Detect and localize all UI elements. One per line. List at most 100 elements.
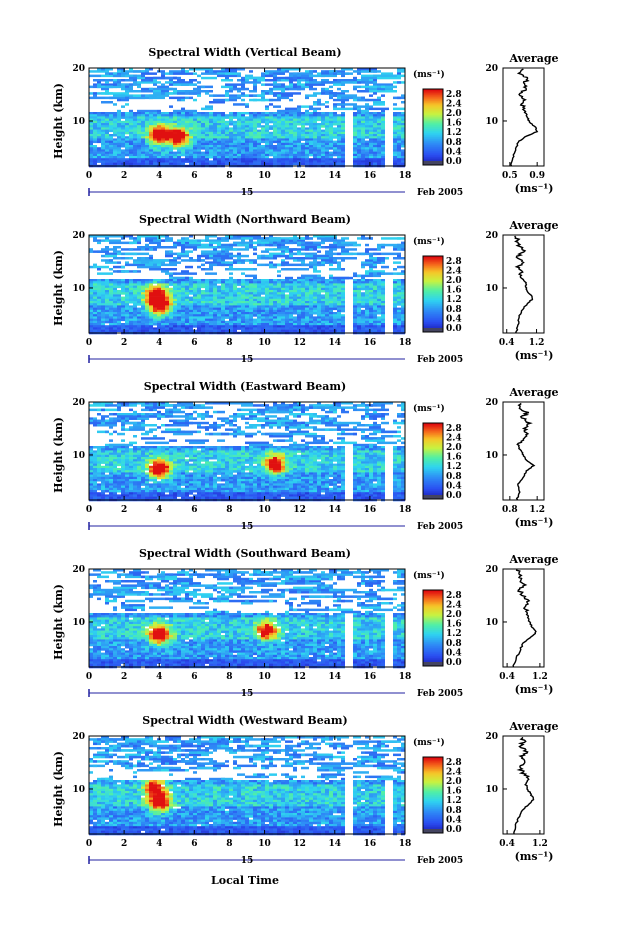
heatmap-cell xyxy=(237,140,241,144)
heatmap-cell xyxy=(369,79,373,82)
heatmap-cell xyxy=(353,329,357,333)
heatmap-cell xyxy=(201,151,205,155)
heatmap-cell xyxy=(257,279,261,282)
heatmap-cell xyxy=(301,298,305,302)
heatmap-cell xyxy=(89,457,93,460)
heatmap-cell xyxy=(237,294,241,297)
heatmap-cell xyxy=(377,85,397,89)
heatmap-cell xyxy=(293,138,297,141)
heatmap-cell xyxy=(101,421,105,425)
heatmap-cell xyxy=(125,279,129,282)
heatmap-cell xyxy=(241,283,245,286)
heatmap-cell xyxy=(317,131,321,135)
heatmap-cell xyxy=(89,312,93,315)
heatmap-cell xyxy=(397,142,401,146)
heatmap-cell xyxy=(193,92,197,95)
heatmap-cell xyxy=(333,120,337,124)
heatmap-cell xyxy=(197,162,201,166)
heatmap-cell xyxy=(113,283,117,286)
heatmap-cell xyxy=(257,298,261,302)
heatmap-cell xyxy=(245,301,249,304)
heatmap-cell xyxy=(237,120,241,124)
heatmap-cell xyxy=(273,129,277,133)
heatmap-cell xyxy=(161,138,165,141)
heatmap-cell xyxy=(281,320,285,324)
heatmap-cell xyxy=(169,237,173,240)
heatmap-cell xyxy=(285,76,289,80)
heatmap-cell xyxy=(293,290,297,293)
heatmap-cell xyxy=(353,151,357,155)
heatmap-cell xyxy=(277,149,281,152)
heatmap-cell xyxy=(201,127,205,130)
average-title: Average xyxy=(508,52,558,65)
heatmap-cell xyxy=(189,153,193,157)
heatmap-cell xyxy=(321,285,325,289)
heatmap-cell xyxy=(137,296,141,300)
heatmap-cell xyxy=(173,76,177,80)
heatmap-cell xyxy=(113,153,117,157)
heatmap-cell xyxy=(253,116,257,119)
heatmap-cell xyxy=(257,290,261,293)
heatmap-cell xyxy=(137,145,141,148)
heatmap-cell xyxy=(169,96,185,100)
heatmap-cell xyxy=(113,316,117,319)
heatmap-cell xyxy=(113,325,117,328)
heatmap-cell xyxy=(89,485,93,489)
heatmap-cell xyxy=(373,140,377,144)
colorbar-swatch xyxy=(423,139,443,142)
heatmap-cell xyxy=(101,472,105,475)
heatmap-cell xyxy=(305,120,309,124)
heatmap-cell xyxy=(101,323,105,326)
heatmap-cell xyxy=(93,123,97,126)
heatmap-cell xyxy=(125,307,129,311)
heatmap-cell xyxy=(361,145,365,148)
heatmap-cell xyxy=(233,138,237,141)
heatmap-cell xyxy=(305,118,309,122)
heatmap-cell xyxy=(381,314,385,317)
heatmap-cell xyxy=(97,424,117,427)
heatmap-cell xyxy=(133,149,137,152)
heatmap-cell xyxy=(253,87,257,91)
heatmap-cell xyxy=(269,312,273,315)
heatmap-cell xyxy=(189,235,193,238)
heatmap-cell xyxy=(117,125,121,128)
heatmap-cell xyxy=(145,127,149,130)
heatmap-cell xyxy=(333,279,337,282)
heatmap-cell xyxy=(153,298,157,302)
heatmap-cell xyxy=(137,162,141,166)
heatmap-cell xyxy=(361,153,365,157)
heatmap-cell xyxy=(221,151,225,155)
heatmap-cell xyxy=(281,279,285,282)
heatmap-cell xyxy=(301,325,305,328)
heatmap-cell xyxy=(113,468,117,471)
heatmap-cell xyxy=(117,120,121,124)
heatmap-cell xyxy=(373,261,377,264)
heatmap-cell xyxy=(373,301,377,304)
heatmap-cell xyxy=(297,81,301,84)
heatmap-cell xyxy=(237,314,241,317)
heatmap-cell xyxy=(313,140,317,144)
heatmap-cell xyxy=(157,160,161,163)
heatmap-cell xyxy=(121,116,125,119)
heatmap-cell xyxy=(353,123,357,126)
heatmap-cell xyxy=(329,147,333,150)
heatmap-cell xyxy=(273,87,289,91)
heatmap-cell xyxy=(369,94,373,97)
heatmap-cell xyxy=(297,307,301,311)
heatmap-cell xyxy=(153,138,157,141)
heatmap-cell xyxy=(305,281,309,284)
heatmap-cell xyxy=(105,239,109,242)
heatmap-cell xyxy=(157,147,161,150)
plot-frame xyxy=(88,234,406,334)
heatmap-cell xyxy=(125,296,129,300)
heatmap-cell xyxy=(97,465,101,469)
heatmap-cell xyxy=(133,281,137,284)
heatmap-cell xyxy=(273,81,277,84)
heatmap-cell xyxy=(277,263,281,267)
heatmap-cell xyxy=(289,320,293,324)
heatmap-cell xyxy=(109,307,113,311)
heatmap-cell xyxy=(221,158,225,161)
heatmap-cell xyxy=(149,279,153,282)
heatmap-cell xyxy=(353,316,357,319)
x-tick-label: 18 xyxy=(399,171,412,181)
